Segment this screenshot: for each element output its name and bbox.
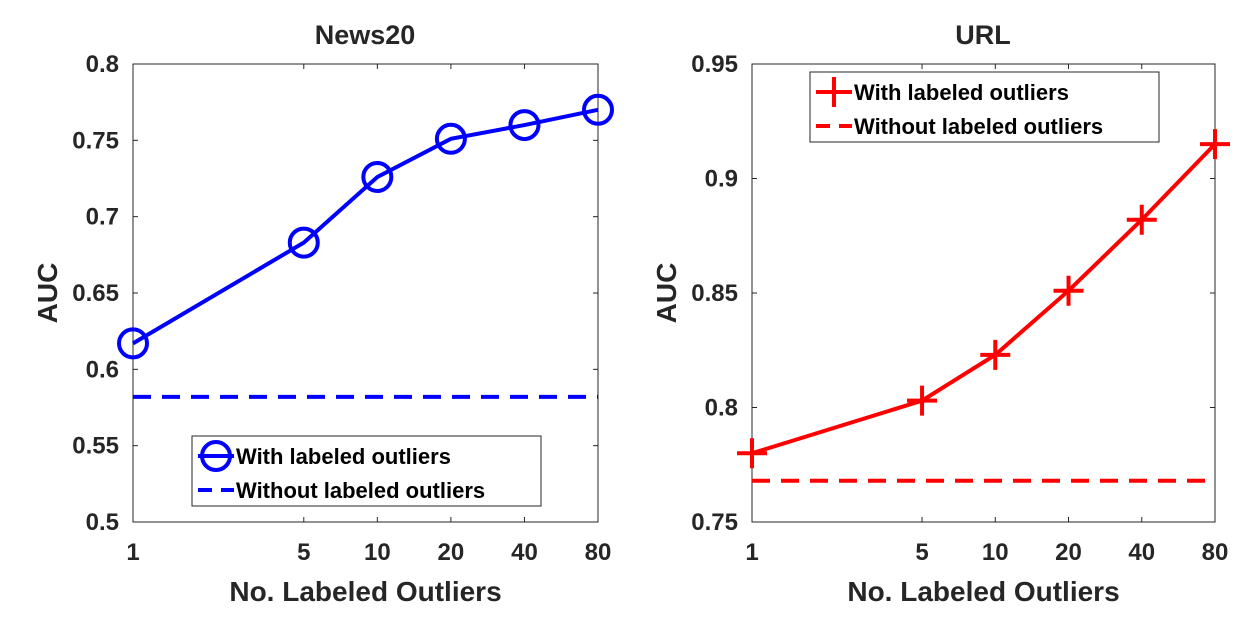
series-line — [751, 142, 1217, 456]
x-tick-label: 40 — [1128, 539, 1155, 566]
y-tick-label: 0.9 — [705, 166, 738, 193]
y-tick-label: 0.65 — [72, 280, 119, 307]
y-tick-label: 0.85 — [691, 280, 738, 307]
legend: With labeled outliers Without labeled out… — [809, 71, 1160, 143]
x-tick-label: 20 — [1055, 539, 1082, 566]
x-tick-label: 5 — [297, 539, 310, 566]
y-tick-label: 0.95 — [691, 51, 738, 78]
data-point-marker — [582, 93, 614, 126]
x-tick-label: 1 — [745, 539, 758, 566]
x-tick-label: 80 — [585, 539, 612, 566]
y-tick-label: 0.75 — [691, 509, 738, 536]
legend-label: Without labeled outliers — [236, 478, 485, 503]
y-tick-label: 0.55 — [72, 433, 119, 460]
x-tick-label: 5 — [915, 539, 928, 566]
legend-box — [191, 435, 542, 507]
x-axis-label: No. Labeled Outliers — [847, 576, 1119, 607]
legend-label: With labeled outliers — [854, 80, 1069, 105]
data-point-marker — [287, 226, 320, 259]
data-point-marker — [1126, 204, 1157, 235]
chart-2: 1 5 10 20 40 80 0.75 0.8 0.85 0.9 0.95 URL No. Label… — [651, 20, 1230, 607]
legend: With labeled outliers Without labeled out… — [191, 435, 542, 507]
y-tick-label: 0.5 — [86, 509, 119, 536]
data-point-marker — [117, 327, 149, 360]
y-tick-label: 0.8 — [705, 395, 738, 422]
y-tick-label: 0.7 — [86, 204, 119, 231]
y-tick-label: 0.75 — [72, 127, 119, 154]
x-tick-label: 10 — [364, 539, 391, 566]
x-tick-label: 40 — [511, 539, 538, 566]
x-tick-label: 80 — [1202, 539, 1229, 566]
data-point-marker — [907, 385, 938, 416]
legend-swatch-marker — [819, 77, 849, 107]
y-tick-label: 0.6 — [86, 356, 119, 383]
data-point-marker — [737, 438, 767, 469]
chart-title: URL — [955, 20, 1011, 50]
x-tick-label: 20 — [438, 539, 465, 566]
data-point-marker — [1053, 275, 1084, 306]
legend-label: With labeled outliers — [236, 444, 451, 469]
y-tick-label: 0.8 — [86, 51, 119, 78]
chart-1: 1 5 10 20 40 80 0.5 0.55 0.6 0.65 0.7 0.75 0.8 News20… — [32, 20, 614, 607]
legend-swatch-marker — [200, 440, 232, 472]
x-tick-label: 1 — [126, 539, 139, 566]
y-axis-label: AUC — [651, 263, 682, 324]
chart-title: News20 — [315, 20, 416, 50]
x-axis-label: No. Labeled Outliers — [229, 576, 501, 607]
x-tick-label: 10 — [982, 539, 1009, 566]
data-point-marker — [980, 339, 1011, 370]
y-axis-label: AUC — [32, 263, 63, 324]
legend-label: Without labeled outliers — [854, 114, 1103, 139]
data-point-marker — [434, 122, 467, 155]
data-point-marker — [1200, 129, 1230, 160]
legend-box — [809, 71, 1160, 143]
data-point-marker — [361, 160, 394, 193]
data-point-marker — [508, 109, 541, 142]
